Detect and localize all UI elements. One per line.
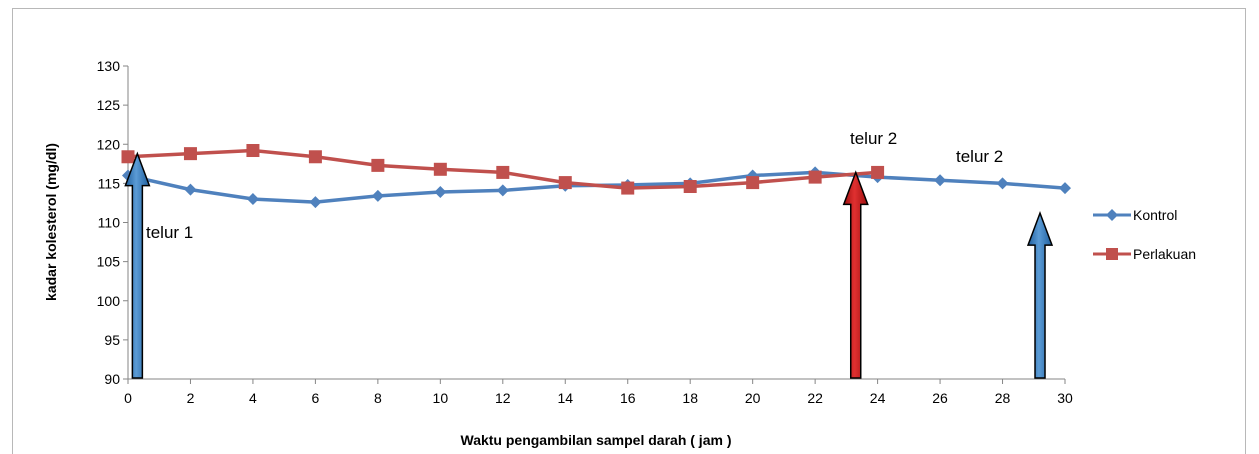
- legend-kontrol-marker: [1106, 209, 1118, 221]
- point-perlakuan: [496, 165, 510, 179]
- annotation-telur2-red-label: telur 2: [850, 129, 897, 148]
- x-tick-label: 10: [433, 390, 449, 406]
- legend-kontrol-label: Kontrol: [1133, 207, 1177, 223]
- annotation-arrow-2: [842, 170, 869, 379]
- y-tick-label: 130: [97, 58, 121, 74]
- point-perlakuan: [746, 176, 760, 190]
- point-perlakuan: [871, 165, 885, 179]
- x-tick-label: 18: [682, 390, 698, 406]
- x-tick-label: 16: [620, 390, 636, 406]
- annotation-telur1-label: telur 1: [146, 223, 193, 242]
- point-kontrol: [934, 174, 947, 187]
- y-tick-label: 120: [97, 136, 121, 152]
- series-line-kontrol: [127, 170, 1066, 204]
- x-tick-label: 20: [745, 390, 761, 406]
- y-tick-label: 100: [97, 293, 121, 309]
- point-kontrol: [996, 177, 1009, 190]
- legend-item-kontrol: Kontrol: [1093, 207, 1177, 223]
- point-perlakuan: [183, 147, 197, 161]
- point-perlakuan: [246, 144, 260, 158]
- legend-item-perlakuan: Perlakuan: [1093, 246, 1196, 262]
- y-axis-title: kadar kolesterol (mg/dl): [43, 143, 59, 301]
- x-tick-label: 24: [870, 390, 886, 406]
- y-tick-label: 90: [104, 371, 120, 387]
- point-kontrol: [246, 193, 259, 206]
- annotation-arrow-3: [1026, 210, 1054, 379]
- point-perlakuan: [121, 150, 135, 164]
- point-perlakuan: [808, 170, 822, 184]
- point-perlakuan: [683, 180, 697, 194]
- x-tick-label: 30: [1057, 390, 1073, 406]
- x-tick-label: 4: [249, 390, 257, 406]
- point-perlakuan: [371, 158, 385, 172]
- x-tick-label: 14: [557, 390, 573, 406]
- x-tick-label: 26: [932, 390, 948, 406]
- legend-perlakuan-label: Perlakuan: [1133, 246, 1196, 262]
- point-kontrol: [1059, 182, 1071, 195]
- legend: Kontrol Perlakuan: [1093, 207, 1196, 262]
- point-perlakuan: [433, 162, 447, 176]
- point-kontrol: [371, 189, 384, 202]
- y-tick-label: 125: [97, 97, 121, 113]
- point-perlakuan: [558, 176, 572, 190]
- x-tick-label: 8: [374, 390, 382, 406]
- y-tick-label: 110: [98, 215, 121, 231]
- x-tick-label: 0: [124, 390, 132, 406]
- point-perlakuan: [621, 181, 635, 195]
- y-tick-label: 95: [104, 332, 120, 348]
- y-tick-label: 115: [98, 175, 121, 191]
- point-kontrol: [496, 184, 509, 197]
- x-tick-label: 22: [807, 390, 823, 406]
- x-tick-label: 6: [312, 390, 320, 406]
- point-kontrol: [434, 185, 447, 198]
- legend-perlakuan-marker: [1106, 248, 1118, 260]
- x-tick-label: 2: [187, 390, 195, 406]
- x-tick-label: 12: [495, 390, 511, 406]
- annotation-telur2-blue-label: telur 2: [956, 147, 1003, 166]
- annotation-arrow-1: [124, 151, 151, 379]
- y-tick-label: 105: [97, 254, 121, 270]
- point-kontrol: [309, 196, 322, 209]
- point-kontrol: [184, 183, 197, 196]
- x-axis-title: Waktu pengambilan sampel darah ( jam ): [461, 432, 732, 448]
- x-tick-label: 28: [995, 390, 1011, 406]
- point-perlakuan: [308, 150, 322, 164]
